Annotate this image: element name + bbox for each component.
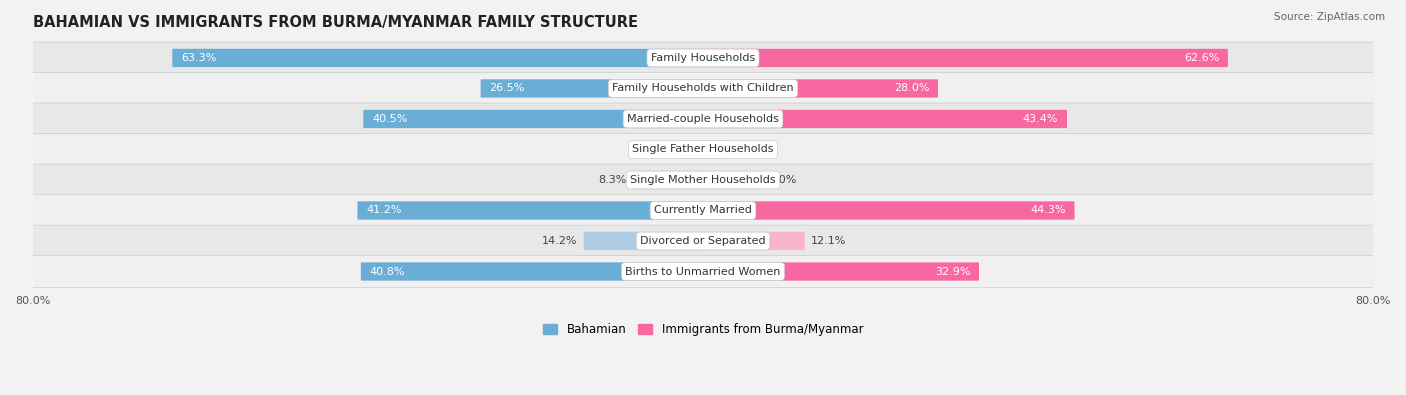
Text: Family Households with Children: Family Households with Children: [612, 83, 794, 94]
FancyBboxPatch shape: [703, 232, 804, 250]
FancyBboxPatch shape: [481, 79, 703, 98]
Text: 14.2%: 14.2%: [541, 236, 578, 246]
FancyBboxPatch shape: [173, 49, 703, 67]
FancyBboxPatch shape: [32, 42, 1374, 74]
Text: 26.5%: 26.5%: [489, 83, 524, 94]
FancyBboxPatch shape: [32, 103, 1374, 135]
Text: 2.5%: 2.5%: [647, 145, 675, 154]
Text: Births to Unmarried Women: Births to Unmarried Women: [626, 267, 780, 276]
Text: Married-couple Households: Married-couple Households: [627, 114, 779, 124]
FancyBboxPatch shape: [32, 195, 1374, 226]
FancyBboxPatch shape: [633, 171, 703, 189]
FancyBboxPatch shape: [32, 225, 1374, 257]
FancyBboxPatch shape: [703, 49, 1227, 67]
Text: 28.0%: 28.0%: [894, 83, 929, 94]
Text: BAHAMIAN VS IMMIGRANTS FROM BURMA/MYANMAR FAMILY STRUCTURE: BAHAMIAN VS IMMIGRANTS FROM BURMA/MYANMA…: [32, 15, 638, 30]
Text: Family Households: Family Households: [651, 53, 755, 63]
FancyBboxPatch shape: [32, 134, 1374, 166]
Legend: Bahamian, Immigrants from Burma/Myanmar: Bahamian, Immigrants from Burma/Myanmar: [538, 319, 868, 341]
FancyBboxPatch shape: [32, 256, 1374, 288]
Text: 40.5%: 40.5%: [373, 114, 408, 124]
FancyBboxPatch shape: [682, 140, 703, 159]
FancyBboxPatch shape: [703, 140, 724, 159]
FancyBboxPatch shape: [703, 262, 979, 281]
FancyBboxPatch shape: [357, 201, 703, 220]
Text: 7.0%: 7.0%: [768, 175, 797, 185]
Text: 32.9%: 32.9%: [935, 267, 970, 276]
FancyBboxPatch shape: [703, 79, 938, 98]
FancyBboxPatch shape: [32, 73, 1374, 104]
FancyBboxPatch shape: [583, 232, 703, 250]
Text: Divorced or Separated: Divorced or Separated: [640, 236, 766, 246]
FancyBboxPatch shape: [361, 262, 703, 281]
Text: 63.3%: 63.3%: [181, 53, 217, 63]
Text: 40.8%: 40.8%: [370, 267, 405, 276]
Text: 44.3%: 44.3%: [1031, 205, 1066, 216]
FancyBboxPatch shape: [703, 171, 762, 189]
Text: 12.1%: 12.1%: [811, 236, 846, 246]
FancyBboxPatch shape: [703, 110, 1067, 128]
Text: Currently Married: Currently Married: [654, 205, 752, 216]
Text: 41.2%: 41.2%: [366, 205, 402, 216]
Text: 2.4%: 2.4%: [730, 145, 758, 154]
Text: 8.3%: 8.3%: [599, 175, 627, 185]
FancyBboxPatch shape: [703, 201, 1074, 220]
Text: 43.4%: 43.4%: [1022, 114, 1059, 124]
FancyBboxPatch shape: [363, 110, 703, 128]
Text: 62.6%: 62.6%: [1184, 53, 1219, 63]
FancyBboxPatch shape: [32, 164, 1374, 196]
Text: Single Father Households: Single Father Households: [633, 145, 773, 154]
Text: Source: ZipAtlas.com: Source: ZipAtlas.com: [1274, 12, 1385, 22]
Text: Single Mother Households: Single Mother Households: [630, 175, 776, 185]
